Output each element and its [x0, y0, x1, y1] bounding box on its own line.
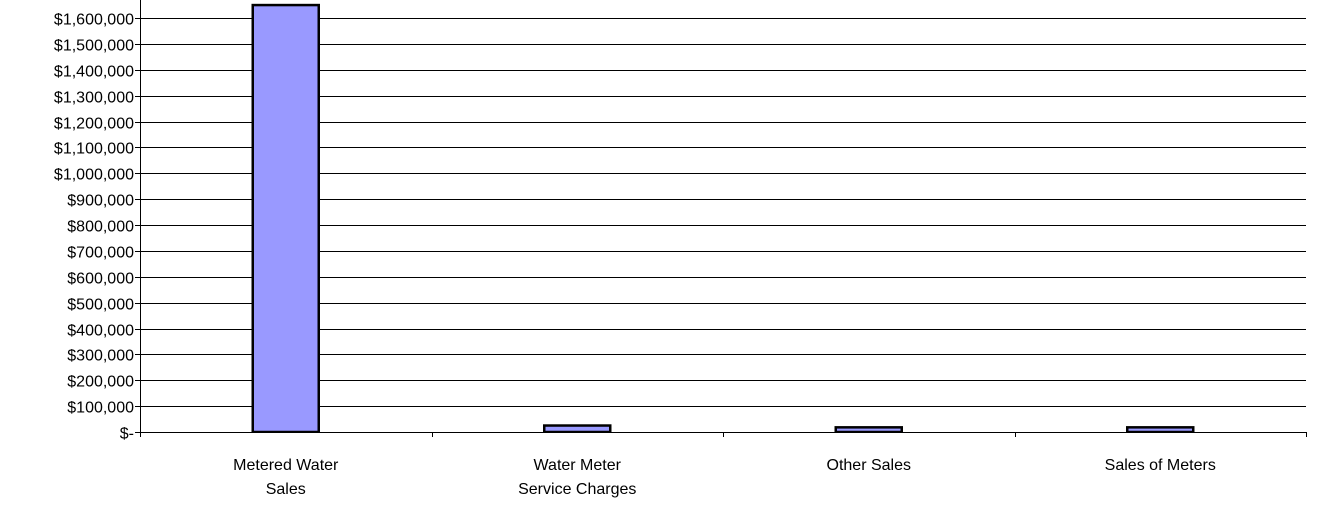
y-tick-label: $1,000,000	[54, 167, 134, 184]
x-tick-label-line: Sales	[266, 481, 306, 498]
y-tick-label: $900,000	[67, 193, 134, 210]
y-tick-label: $400,000	[67, 323, 134, 340]
x-tick-label: Other Sales	[827, 457, 911, 474]
x-tick-label-line: Metered Water	[233, 457, 339, 474]
y-tick-label: $1,300,000	[54, 90, 134, 107]
x-tick-labels: Metered Water Sales Water Meter Service Cha…	[233, 457, 1216, 498]
x-tick-label: Metered Water Sales	[233, 457, 339, 498]
y-tick-label: $-	[120, 426, 134, 443]
x-tick-label: Water Meter Service Charges	[518, 457, 636, 498]
axes	[135, 0, 1307, 437]
x-tick-label-line: Water Meter	[534, 457, 622, 474]
bar	[543, 424, 612, 433]
bar	[251, 3, 320, 433]
y-tick-label: $1,200,000	[54, 116, 134, 133]
y-tick-label: $600,000	[67, 271, 134, 288]
y-tick-label: $1,600,000	[54, 12, 134, 29]
gridlines	[140, 18, 1306, 407]
bar	[834, 426, 903, 433]
y-tick-label: $200,000	[67, 374, 134, 391]
x-tick-label: Sales of Meters	[1105, 457, 1216, 474]
y-tick-label: $800,000	[67, 219, 134, 236]
y-tick-label: $1,400,000	[54, 64, 134, 81]
y-tick-label: $700,000	[67, 245, 134, 262]
x-tick-label-line: Sales of Meters	[1105, 457, 1216, 474]
bars	[251, 3, 1195, 433]
y-tick-label: $1,500,000	[54, 38, 134, 55]
x-tick-label-line: Other Sales	[827, 457, 911, 474]
y-tick-labels: $- $100,000 $200,000 $300,000 $400,000 $500,0…	[54, 12, 134, 443]
x-tick-label-line: Service Charges	[518, 481, 636, 498]
bar	[1126, 426, 1195, 433]
y-tick-label: $500,000	[67, 297, 134, 314]
y-tick-label: $1,100,000	[54, 141, 134, 158]
y-tick-label: $100,000	[67, 400, 134, 417]
y-tick-label: $300,000	[67, 348, 134, 365]
